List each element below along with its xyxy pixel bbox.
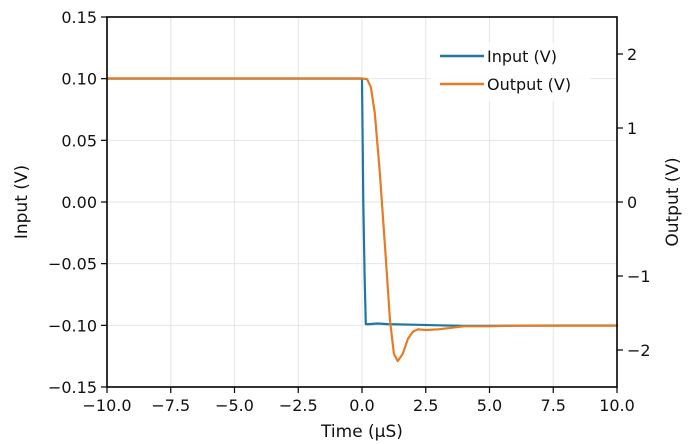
x-tick-label-3: −2.5 xyxy=(279,396,318,415)
y-right-tick-label-3: 1 xyxy=(627,119,637,138)
legend-label-input: Input (V) xyxy=(487,47,557,66)
legend: Input (V) Output (V) xyxy=(430,43,590,101)
y-right-axis-title: Output (V) xyxy=(663,157,683,246)
x-tick-label-7: 7.5 xyxy=(541,396,566,415)
x-tick-label-2: −5.0 xyxy=(215,396,254,415)
axes: −10.0 −7.5 −5.0 −2.5 0.0 2.5 5.0 7.5 10.0 −0.15 −0… xyxy=(48,8,651,415)
y-left-tick-label-2: −0.05 xyxy=(48,255,97,274)
series-line-output xyxy=(105,77,619,363)
y-left-tick-label-5: 0.10 xyxy=(61,70,97,89)
y-right-tick-label-4: 2 xyxy=(627,45,637,64)
x-tick-label-1: −7.5 xyxy=(151,396,190,415)
y-left-tick-label-3: 0.00 xyxy=(61,193,97,212)
y-right-tick-label-1: −1 xyxy=(627,267,651,286)
legend-box xyxy=(430,43,590,101)
legend-label-output: Output (V) xyxy=(487,75,571,94)
x-tick-label-4: 0.0 xyxy=(349,396,374,415)
x-tick-label-5: 2.5 xyxy=(413,396,438,415)
y-left-tick-label-1: −0.10 xyxy=(48,316,97,335)
y-left-tick-label-4: 0.05 xyxy=(61,131,97,150)
y-left-axis-title: Input (V) xyxy=(12,165,32,239)
x-axis-title: Time (μS) xyxy=(320,422,403,442)
x-tick-label-6: 5.0 xyxy=(477,396,502,415)
y-right-tick-label-0: −2 xyxy=(627,341,651,360)
x-tick-label-0: −10.0 xyxy=(82,396,131,415)
y-left-tick-label-6: 0.15 xyxy=(61,8,97,27)
x-tick-label-8: 10.0 xyxy=(599,396,635,415)
y-right-tick-label-2: 0 xyxy=(627,193,637,212)
y-left-tick-label-0: −0.15 xyxy=(48,378,97,397)
series-layer xyxy=(105,77,619,363)
